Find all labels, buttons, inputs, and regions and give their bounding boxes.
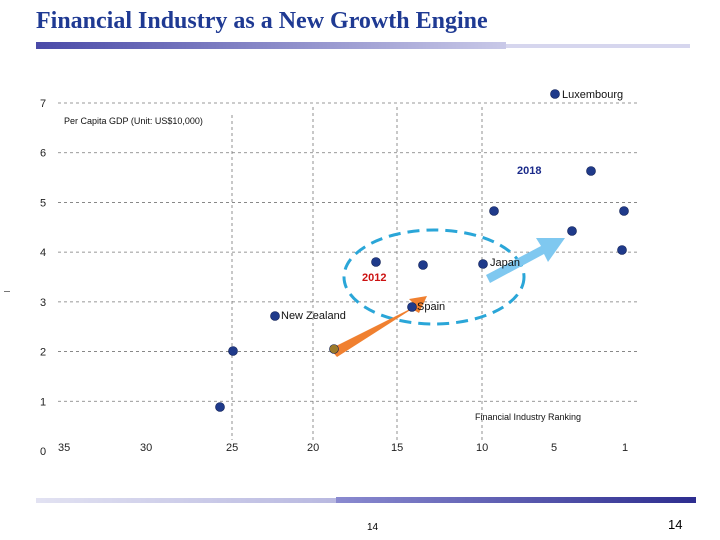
data-point: [586, 166, 596, 176]
y-axis-label: Per Capita GDP (Unit: US$10,000): [64, 116, 203, 126]
x-tick-label: 25: [226, 442, 238, 454]
year-end-label: 2018: [517, 165, 541, 177]
margin-tick: [4, 291, 10, 292]
year-start-label: 2012: [362, 272, 386, 284]
x-tick-label: 30: [140, 442, 152, 454]
grid-layer: 0 1 2 3 4 5 6 7 35 30 25 20 15 10 5 1: [40, 98, 640, 458]
data-point: [228, 346, 238, 356]
x-tick-label: 20: [307, 442, 319, 454]
annotation-layer: [330, 228, 565, 357]
y-tick-label: 0: [40, 446, 46, 458]
y-tick-label: 6: [40, 148, 46, 160]
y-tick-label: 4: [40, 247, 46, 259]
data-point: [418, 260, 428, 270]
x-tick-label: 5: [551, 442, 557, 454]
slide-title: Financial Industry as a New Growth Engin…: [36, 8, 488, 34]
data-point: [619, 206, 629, 216]
page-number-center: 14: [367, 522, 379, 533]
footer-rule-dark: [336, 497, 696, 503]
x-tick-label: 10: [476, 442, 488, 454]
x-tick-label: 1: [622, 442, 628, 454]
y-tick-label: 1: [40, 396, 46, 408]
footer-rule-light: [36, 498, 336, 503]
x-axis-label: Financial Industry Ranking: [475, 412, 581, 422]
y-tick-label: 3: [40, 297, 46, 309]
page-number-right: 14: [668, 517, 683, 532]
header-rule-thin: [506, 44, 690, 48]
highlight-ellipse: [342, 228, 526, 326]
point-label: Luxembourg: [562, 89, 623, 101]
x-tick-label: 35: [58, 442, 70, 454]
point-layer: [215, 89, 629, 412]
data-point: [371, 257, 381, 267]
point-label: New Zealand: [281, 310, 346, 322]
data-point: [550, 89, 560, 99]
y-tick-label: 7: [40, 98, 46, 110]
label-layer: Luxembourg Japan Spain New Zealand: [281, 89, 623, 322]
point-label: Japan: [490, 257, 520, 269]
data-point: [489, 206, 499, 216]
data-point: [617, 245, 627, 255]
data-point: [215, 402, 225, 412]
data-point: [329, 344, 339, 354]
data-point: [567, 226, 577, 236]
trend-arrow-2018: [486, 238, 565, 283]
header-rule: [36, 42, 506, 49]
data-point: [407, 302, 417, 312]
data-point: [478, 259, 488, 269]
point-label: Spain: [417, 301, 445, 313]
y-tick-label: 2: [40, 347, 46, 359]
trend-arrow-2012: [330, 296, 427, 357]
data-point: [270, 311, 280, 321]
x-tick-label: 15: [391, 442, 403, 454]
y-tick-label: 5: [40, 197, 46, 209]
